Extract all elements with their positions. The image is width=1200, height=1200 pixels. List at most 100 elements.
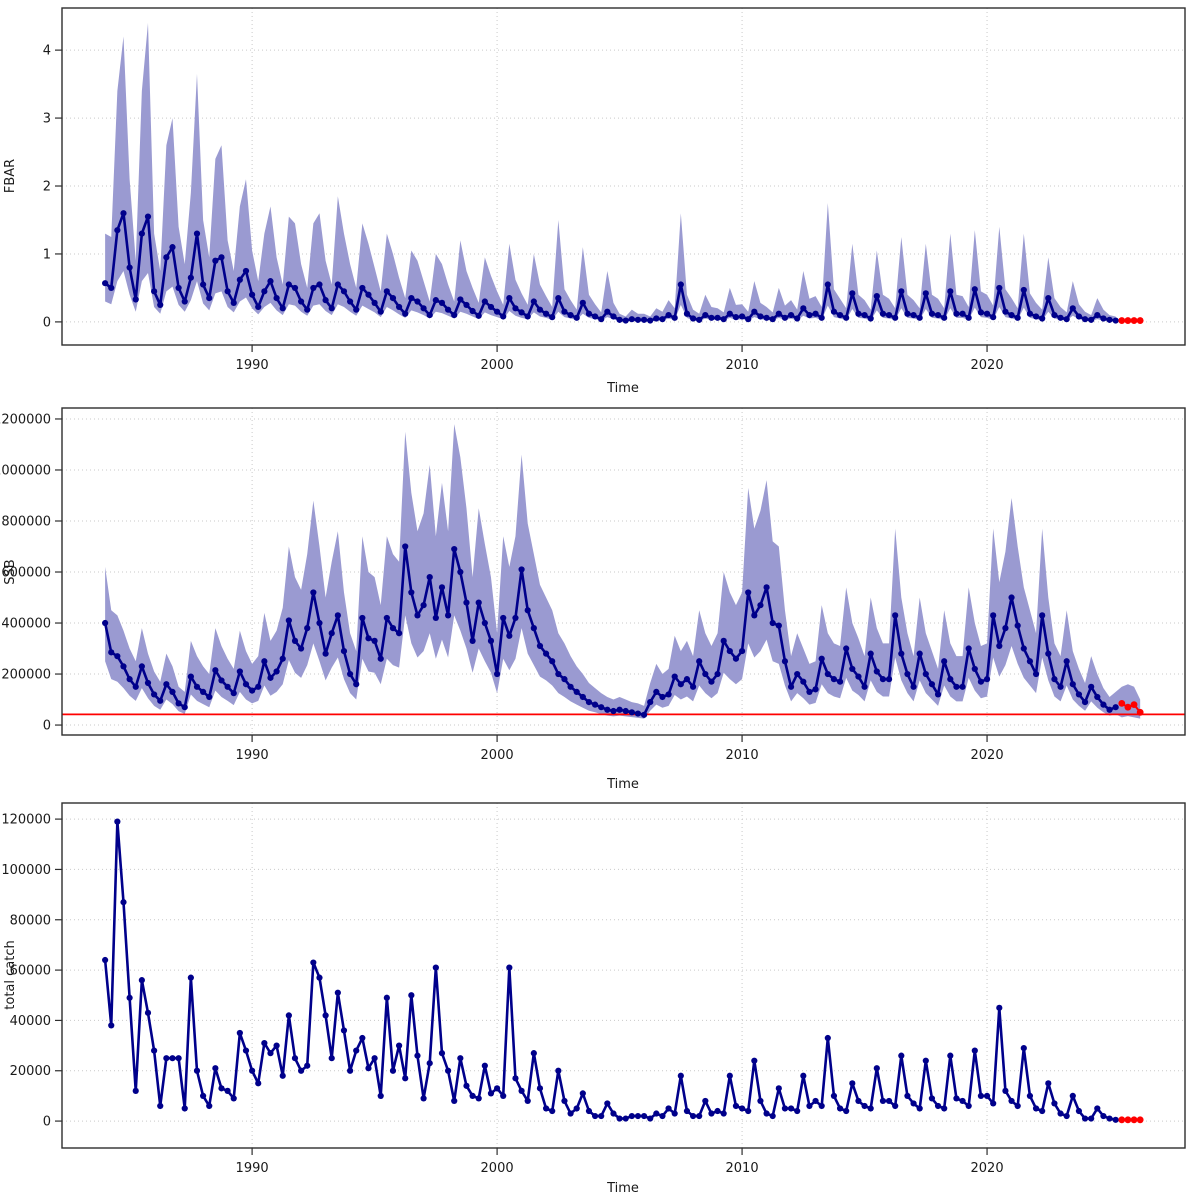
data-point [1081, 316, 1089, 323]
data-point [983, 1092, 991, 1100]
data-point [812, 686, 819, 693]
data-point [304, 625, 311, 632]
data-point [120, 210, 127, 217]
data-point [463, 1082, 470, 1089]
data-point [579, 1090, 586, 1097]
data-point [665, 691, 672, 698]
data-point [242, 681, 250, 688]
x-tick-label: 1990 [236, 748, 269, 763]
data-point [763, 584, 770, 591]
data-point [1112, 704, 1119, 711]
data-line [104, 211, 1116, 322]
data-point [298, 645, 305, 652]
data-point [1100, 701, 1107, 708]
data-point [500, 313, 507, 320]
x-tick-label: 1990 [236, 358, 269, 373]
data-point [818, 1102, 825, 1110]
data-point [934, 691, 942, 698]
data-point [1008, 312, 1015, 319]
data-point [745, 316, 752, 323]
data-point [671, 673, 678, 680]
data-point [279, 1072, 286, 1079]
data-point [1063, 1112, 1070, 1120]
x-tick-label: 2010 [726, 358, 759, 373]
data-point [794, 1107, 801, 1115]
data-point [751, 1057, 758, 1064]
data-point [763, 1110, 770, 1117]
data-point [120, 899, 127, 906]
data-point [261, 288, 268, 295]
data-point [787, 683, 795, 690]
data-point [144, 213, 152, 220]
data-point [561, 1097, 568, 1105]
data-point [892, 612, 899, 619]
y-tick-label: 40000 [10, 1014, 51, 1029]
data-point [273, 1042, 280, 1049]
data-point [163, 254, 170, 261]
data-point [947, 676, 954, 683]
data-point [769, 619, 776, 627]
data-point [1014, 1102, 1021, 1110]
data-point [169, 244, 176, 251]
data-point [481, 298, 488, 305]
data-point [249, 291, 256, 298]
y-tick-label: 600000 [1, 566, 51, 581]
data-point [806, 1102, 813, 1110]
data-point [677, 1072, 684, 1079]
data-point [359, 284, 366, 292]
data-point [696, 658, 703, 665]
data-point [157, 697, 164, 704]
data-point [953, 310, 960, 317]
data-point [291, 284, 299, 292]
data-point [377, 308, 384, 315]
data-point [640, 711, 648, 718]
y-tick-label: 0 [43, 315, 51, 330]
data-point [426, 574, 433, 581]
data-point [732, 314, 740, 321]
data-point [438, 299, 446, 306]
data-point [255, 303, 262, 311]
data-point [291, 1055, 299, 1062]
data-point [573, 314, 580, 321]
data-point [659, 1112, 666, 1120]
data-point [1057, 314, 1064, 321]
data-point [249, 1067, 256, 1074]
forecast-point [1136, 1116, 1144, 1124]
data-point [126, 994, 133, 1001]
data-point [1045, 1080, 1052, 1087]
data-point [873, 668, 880, 675]
data-point [273, 295, 280, 302]
data-point [836, 312, 844, 319]
data-point [947, 1052, 954, 1059]
data-point [108, 284, 115, 292]
data-point [157, 1102, 164, 1110]
data-point [1094, 312, 1101, 319]
data-point [990, 1100, 997, 1107]
data-point [457, 296, 464, 303]
data-point [720, 637, 727, 644]
data-point [904, 1092, 911, 1100]
data-point [1002, 1087, 1009, 1094]
data-point [990, 612, 997, 619]
data-point [941, 658, 948, 665]
data-point [714, 314, 721, 321]
data-point [689, 315, 697, 322]
data-point [371, 637, 378, 644]
data-point [1100, 315, 1107, 322]
confidence-band [105, 424, 1141, 719]
data-point [457, 568, 464, 576]
data-point [310, 959, 317, 966]
data-point [689, 683, 697, 690]
data-point [561, 308, 568, 315]
data-point [555, 670, 562, 678]
data-point [316, 281, 323, 288]
data-point [187, 274, 194, 281]
data-point [726, 1072, 733, 1079]
data-point [610, 707, 617, 715]
y-tick-label: 800000 [1, 514, 51, 529]
forecast-point [1130, 317, 1138, 324]
data-point [206, 693, 213, 701]
data-point [151, 1047, 158, 1054]
data-point [1106, 1115, 1113, 1122]
data-point [996, 642, 1003, 650]
